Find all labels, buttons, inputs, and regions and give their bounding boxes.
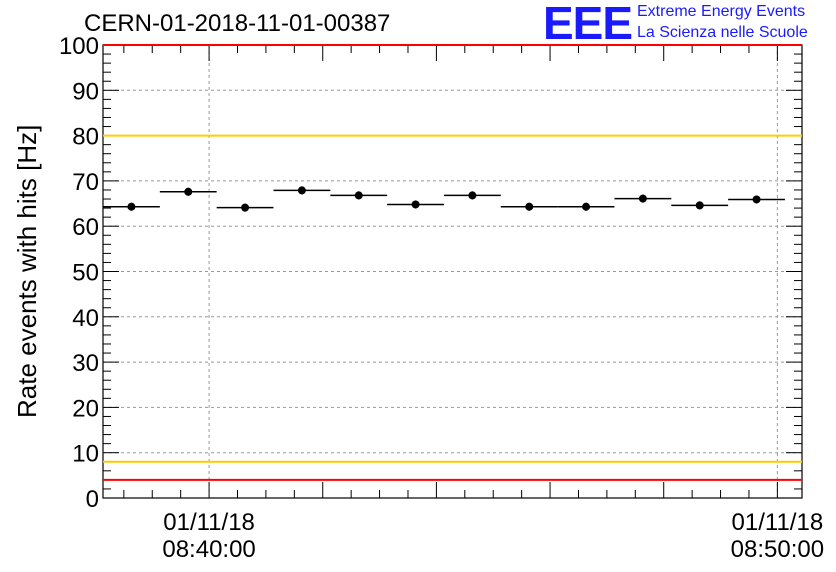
data-point <box>411 200 420 209</box>
data-point <box>525 202 534 211</box>
x-tick-label-date: 01/11/18 <box>163 509 255 536</box>
chart-title: CERN-01-2018-11-01-00387 <box>84 10 391 37</box>
y-tick-label: 70 <box>72 169 99 196</box>
y-tick-label: 0 <box>86 486 99 513</box>
x-tick-label: 01/11/18 08:40:00 <box>154 509 264 563</box>
y-tick-label: 10 <box>72 441 99 468</box>
data-point <box>127 202 136 211</box>
logo-subtitle-line2: La Scienza nelle Scuole <box>637 24 808 41</box>
data-point <box>241 203 250 212</box>
data-point <box>582 202 591 211</box>
data-point <box>297 186 306 195</box>
x-tick-label: 01/11/18 08:50:00 <box>722 509 832 563</box>
y-tick-label: 80 <box>72 124 99 151</box>
data-point <box>638 194 647 203</box>
data-point <box>695 201 704 210</box>
y-tick-label: 20 <box>72 395 99 422</box>
y-tick-label: 50 <box>72 260 99 287</box>
y-tick-label: 90 <box>72 78 99 105</box>
x-tick-label-time: 08:40:00 <box>162 536 256 563</box>
data-point <box>752 195 761 204</box>
data-point <box>468 191 477 200</box>
y-tick-label: 60 <box>72 214 99 241</box>
x-tick-label-time: 08:50:00 <box>730 536 825 563</box>
eee-logo: EEE <box>543 0 633 49</box>
y-tick-label: 100 <box>59 33 99 60</box>
y-tick-label: 40 <box>72 305 99 332</box>
logo-subtitle-line1: Extreme Energy Events <box>637 3 806 20</box>
x-tick-label-date: 01/11/18 <box>731 509 824 536</box>
y-tick-label: 30 <box>72 350 99 377</box>
data-point <box>354 191 363 200</box>
data-point <box>184 187 193 196</box>
